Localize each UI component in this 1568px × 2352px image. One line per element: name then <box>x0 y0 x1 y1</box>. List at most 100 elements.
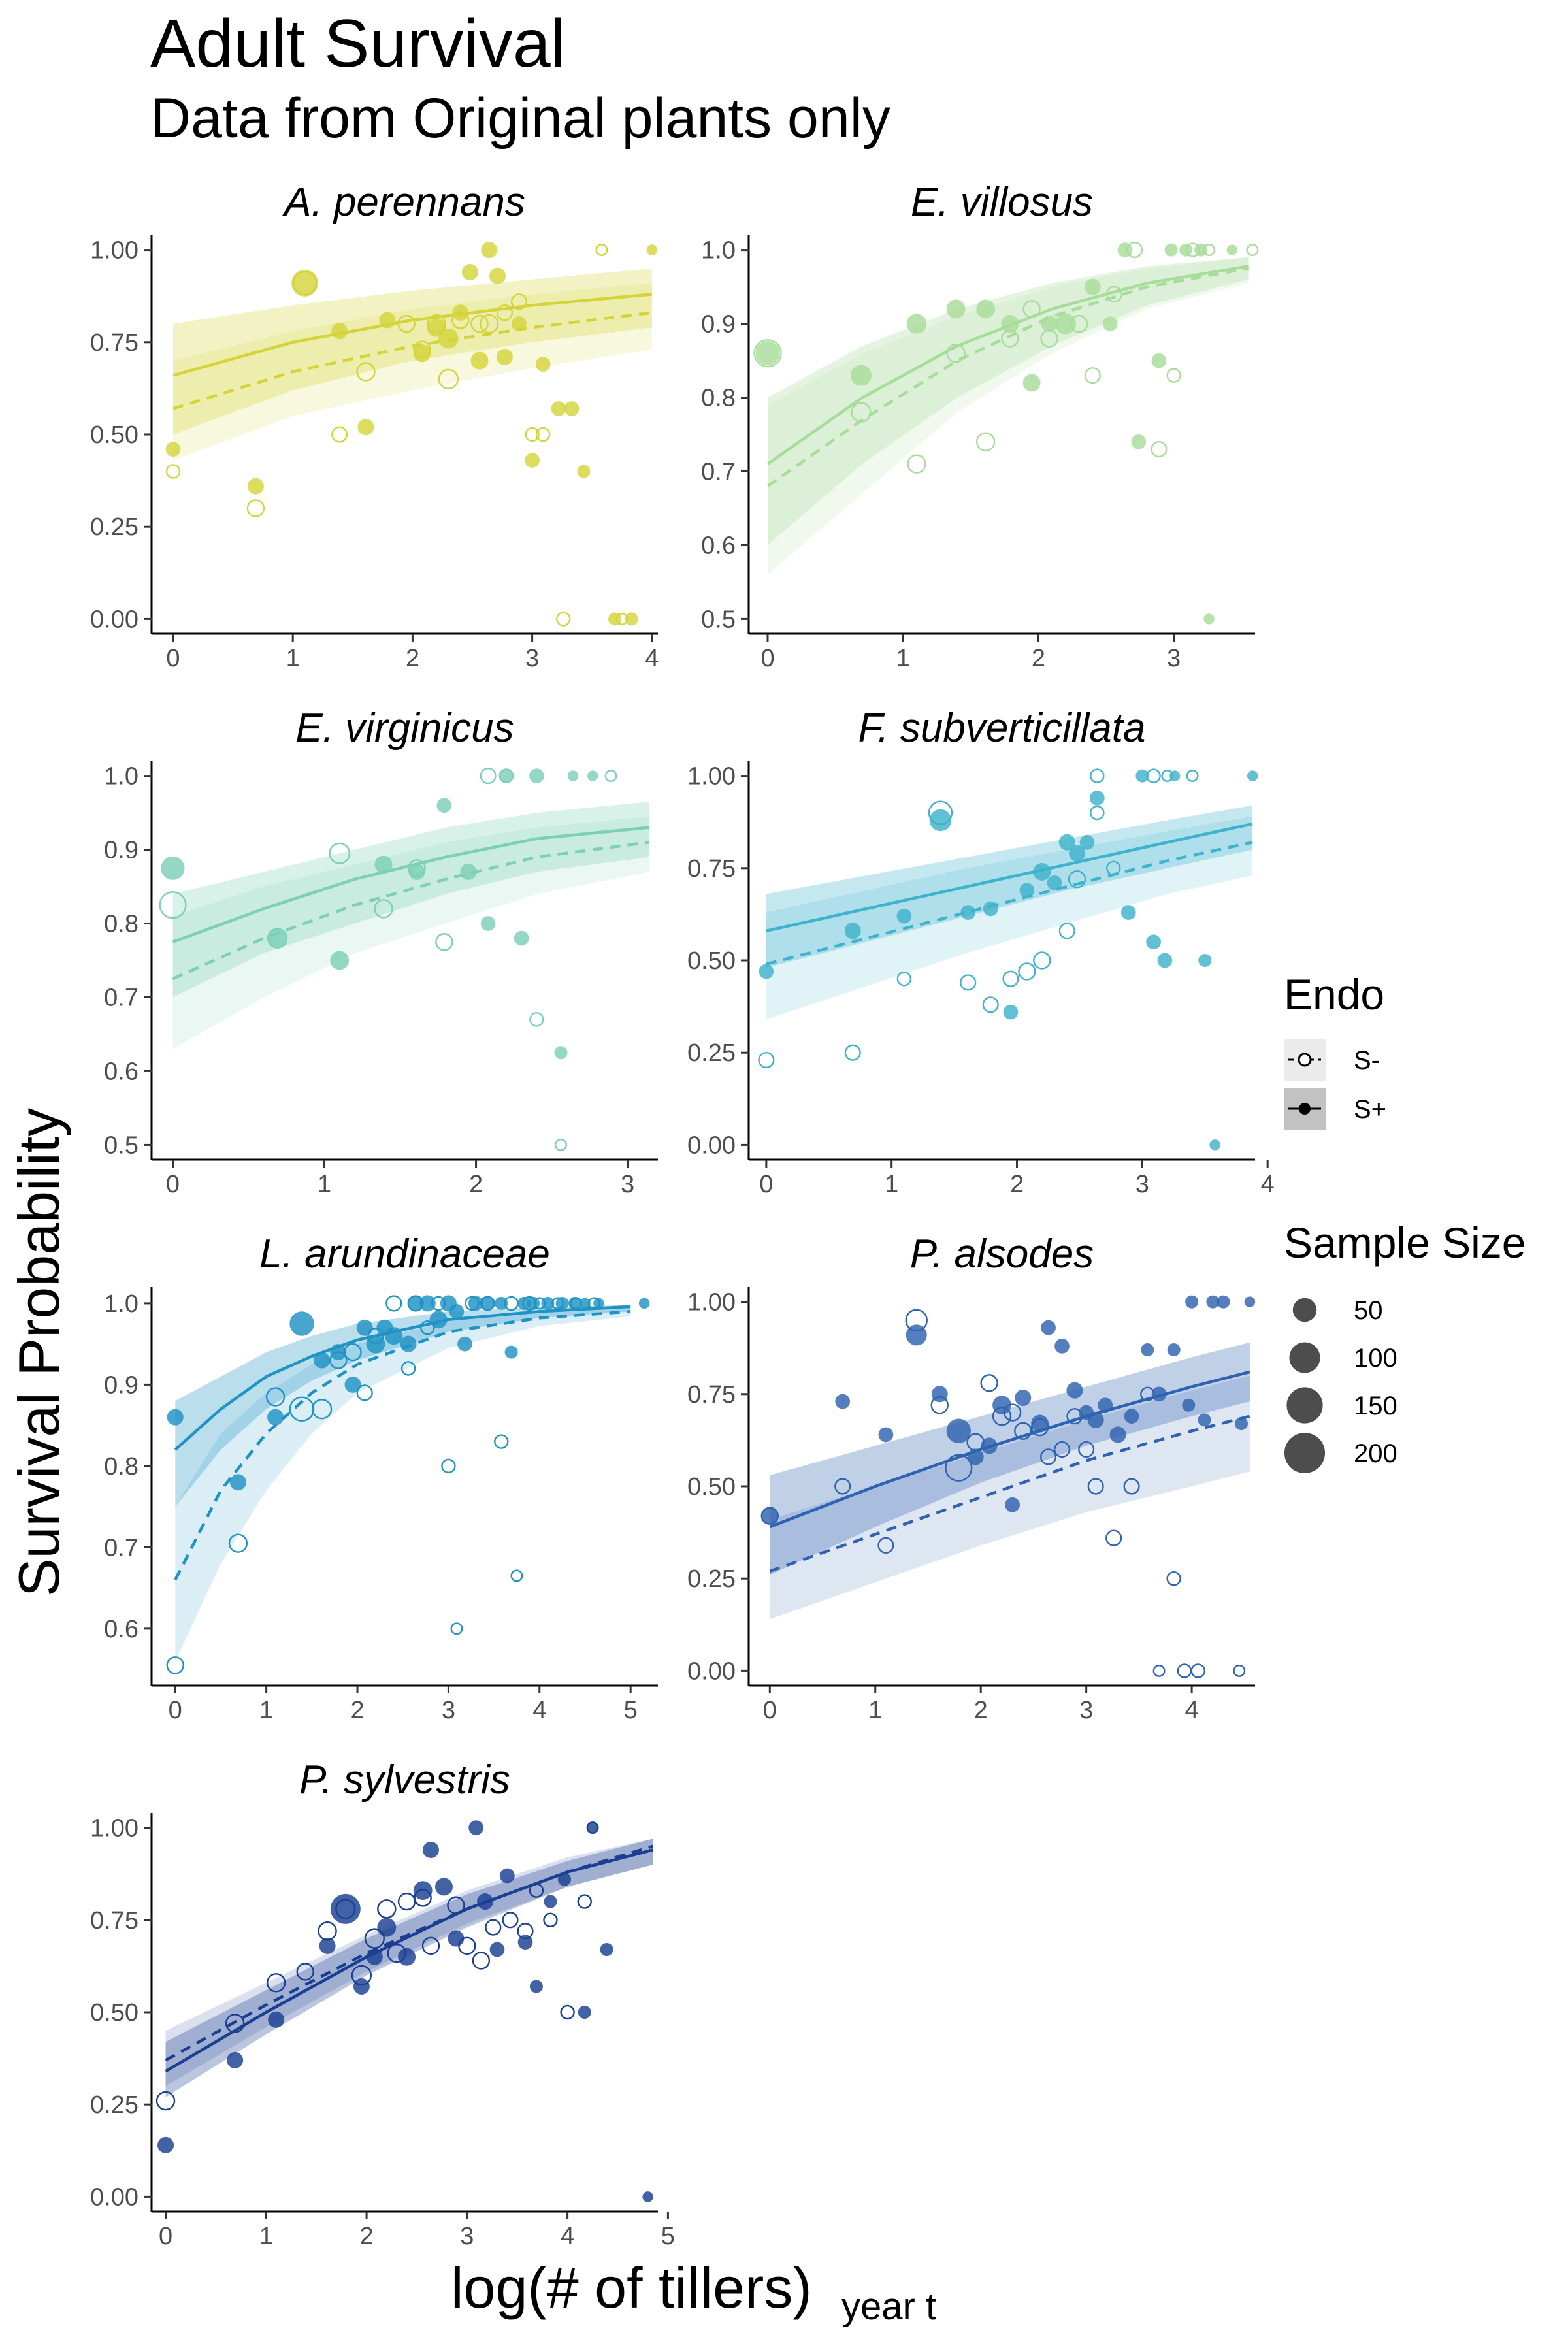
data-point-s-minus <box>595 244 608 257</box>
data-point-s-plus <box>878 1427 894 1443</box>
data-point-s-plus <box>906 314 927 334</box>
data-point-s-plus <box>398 1948 416 1966</box>
data-point-s-plus <box>353 1978 370 1995</box>
x-tick-label: 2 <box>1032 645 1045 672</box>
data-point-s-plus <box>844 923 861 939</box>
data-point-s-plus <box>1198 953 1212 968</box>
x-axis-title-subscript: year t <box>841 2285 936 2328</box>
data-point-s-plus <box>554 1046 568 1060</box>
legend-label-s-plus: S+ <box>1354 1095 1386 1124</box>
data-point-s-plus <box>330 1893 361 1924</box>
data-point-s-plus <box>646 244 658 255</box>
data-point-s-minus <box>479 314 499 334</box>
data-point-s-plus <box>960 905 976 920</box>
y-tick-label: 0.6 <box>701 532 736 559</box>
legend-size-circle <box>1284 1432 1326 1474</box>
data-point-s-minus <box>577 1894 592 1909</box>
data-point-s-plus <box>931 1386 948 1403</box>
data-point-s-plus <box>1203 613 1215 625</box>
data-point-s-plus <box>504 1345 518 1359</box>
data-point-s-plus <box>760 1507 779 1525</box>
ci-ribbon-s-minus <box>766 816 1253 1020</box>
data-point-s-plus <box>461 263 478 280</box>
data-point-s-minus <box>1186 770 1199 783</box>
y-tick-label: 1.0 <box>701 237 736 265</box>
legend-size-title: Sample Size <box>1284 1218 1526 1267</box>
x-tick-label: 4 <box>561 2223 574 2250</box>
data-point-s-plus <box>422 1841 439 1858</box>
data-point-s-plus <box>344 1376 361 1393</box>
data-point-s-plus <box>268 2011 285 2028</box>
data-point-s-minus <box>1105 1529 1122 1546</box>
x-tick-label: 0 <box>760 645 774 672</box>
panel-title: L. arundinaceae <box>259 1232 550 1277</box>
data-point-s-minus <box>1246 244 1259 257</box>
data-point-s-plus <box>1151 353 1167 368</box>
data-point-s-minus <box>896 972 912 987</box>
panel-a-perennans: A. perennans 0.00 0.25 0.50 0.75 1.00 0 1 2 3 4 <box>90 180 659 672</box>
y-tick-label: 0.8 <box>104 911 139 938</box>
data-point-s-minus <box>510 1569 523 1582</box>
legend-size-label: 150 <box>1354 1392 1397 1420</box>
data-point-s-plus <box>642 2191 653 2202</box>
data-point-s-plus <box>1198 1413 1211 1427</box>
data-point-s-minus <box>543 1912 558 1928</box>
data-point-s-minus <box>421 1936 440 1955</box>
y-tick-label: 0.9 <box>104 1371 139 1399</box>
data-point-s-plus <box>514 930 529 946</box>
legend-size-circle <box>1286 1387 1323 1424</box>
data-point-s-plus <box>1109 1426 1126 1443</box>
y-tick-label: 0.00 <box>90 2183 139 2211</box>
data-point-s-plus <box>377 1918 397 1937</box>
y-tick-label: 0.75 <box>687 855 736 883</box>
data-point-s-plus <box>1194 243 1208 257</box>
data-point-s-minus <box>450 1622 463 1635</box>
ci-ribbon-s-plus <box>766 805 1253 968</box>
data-point-s-plus <box>1054 1339 1070 1354</box>
legend-size-circle <box>1292 1298 1317 1322</box>
x-tick-label: 0 <box>166 645 180 672</box>
data-point-s-minus <box>485 1919 502 1936</box>
data-point-s-minus <box>356 362 376 382</box>
data-point-s-minus <box>289 1396 315 1422</box>
data-point-s-plus <box>517 1296 531 1310</box>
data-point-s-plus <box>906 1324 927 1346</box>
data-point-s-plus <box>1157 953 1173 968</box>
y-tick-label: 0.75 <box>90 329 139 357</box>
legend-size-circle <box>1289 1342 1320 1373</box>
data-point-s-plus <box>976 299 996 319</box>
data-point-s-plus <box>499 1868 515 1884</box>
x-tick-label: 3 <box>1167 645 1181 672</box>
legend: Endo S- S+ Sample Size 50 100 150 200 <box>1284 970 1526 1474</box>
data-point-s-plus <box>544 1895 557 1908</box>
data-point-s-plus <box>1124 1409 1139 1424</box>
data-point-s-plus <box>1069 845 1086 862</box>
data-point-s-minus <box>1090 805 1105 821</box>
y-tick-label: 0.7 <box>104 984 139 1011</box>
y-tick-label: 1.0 <box>104 763 139 791</box>
legend-size-label: 50 <box>1354 1296 1383 1325</box>
data-point-s-minus <box>982 996 999 1013</box>
data-point-s-plus <box>555 1296 569 1310</box>
data-point-s-plus <box>157 2136 174 2153</box>
data-point-s-plus <box>835 1394 851 1409</box>
x-tick-label: 4 <box>1261 1171 1275 1198</box>
data-point-s-plus <box>495 1296 508 1310</box>
data-point-s-plus <box>1247 770 1258 781</box>
data-point-s-minus <box>510 293 528 310</box>
data-point-s-plus <box>481 242 498 259</box>
data-point-s-plus <box>267 928 287 949</box>
data-point-s-plus <box>1226 244 1238 255</box>
data-point-s-plus <box>946 1418 972 1443</box>
data-point-s-plus <box>1019 883 1035 898</box>
data-point-s-minus <box>1018 962 1036 981</box>
data-point-s-minus <box>496 304 514 321</box>
data-point-s-minus <box>400 1361 416 1376</box>
data-point-s-minus <box>1039 1448 1057 1465</box>
data-point-s-minus <box>420 1320 435 1335</box>
data-point-s-plus <box>407 1295 424 1312</box>
panel-title: E. villosus <box>911 180 1093 225</box>
x-tick-label: 3 <box>1079 1697 1093 1724</box>
data-point-s-minus <box>1146 768 1161 783</box>
fit-line-s-minus <box>174 1310 631 1581</box>
